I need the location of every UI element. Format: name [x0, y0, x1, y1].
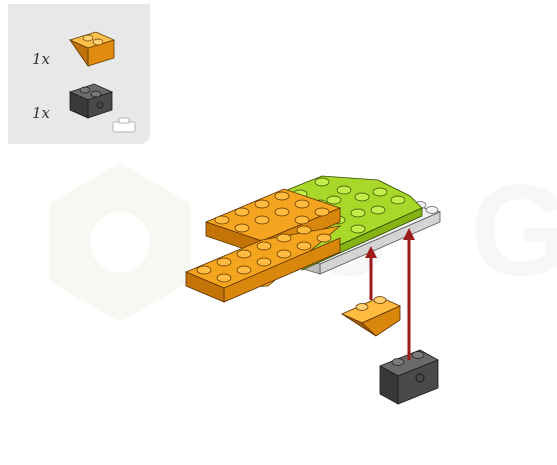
parts-list-panel: 1x 1x	[8, 4, 150, 144]
svg-text:G: G	[470, 157, 557, 303]
part-quantity: 1x	[32, 104, 51, 122]
parts-tray-icon	[112, 117, 136, 133]
orange-inverted-slope-brick-icon	[68, 31, 116, 68]
placement-arrow	[403, 228, 415, 360]
orange-plate-front	[184, 225, 342, 303]
orange-inverted-slope-brick	[341, 296, 401, 337]
dark-gray-technic-brick-icon	[68, 83, 114, 119]
placement-arrow	[365, 246, 377, 300]
part-quantity: 1x	[32, 50, 51, 68]
dark-gray-technic-brick	[379, 349, 439, 405]
